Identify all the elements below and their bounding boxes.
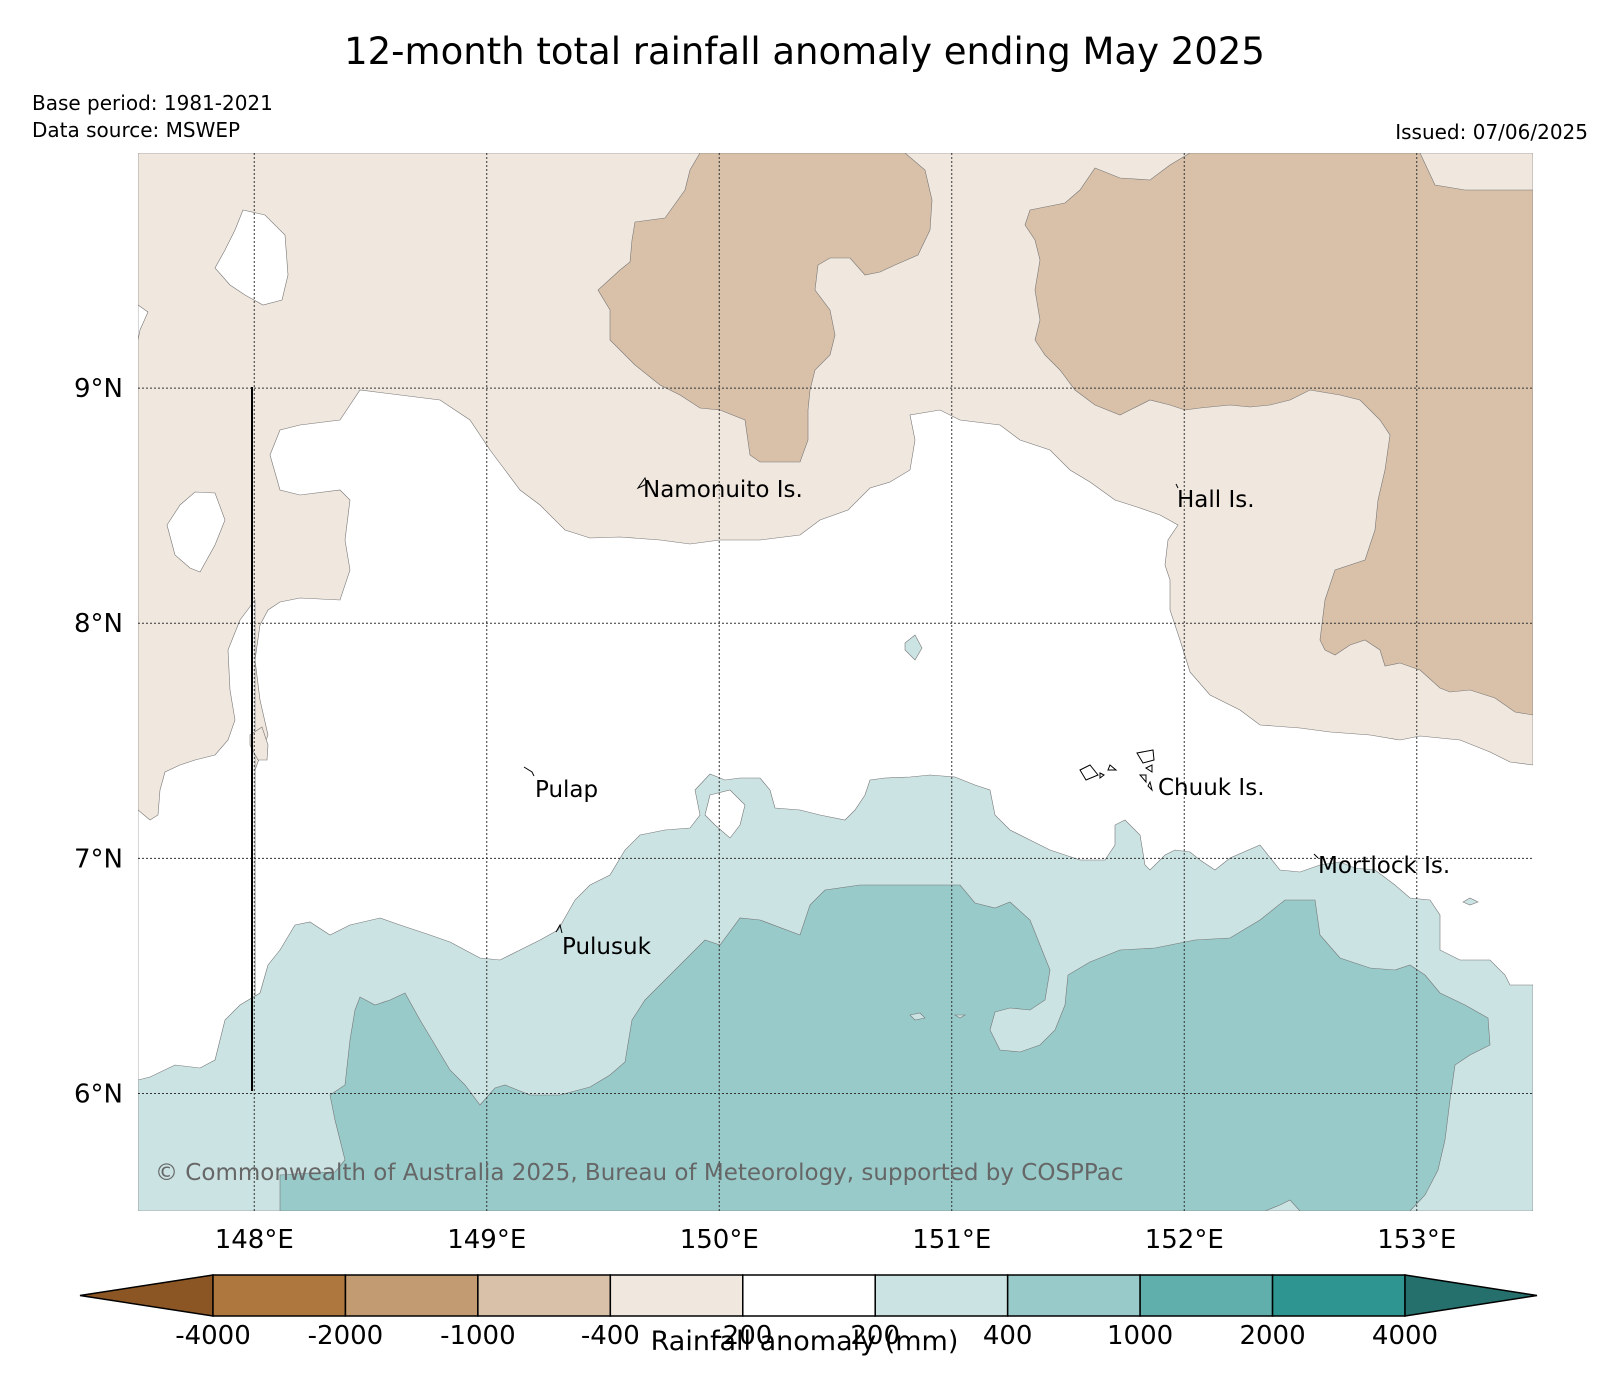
colorbar-title: Rainfall anomaly (mm): [650, 1326, 959, 1357]
grid-lines: [138, 153, 1533, 1211]
colorbar-tick-label: -2000: [308, 1321, 384, 1351]
base-period: Base period: 1981-2021: [32, 91, 273, 115]
colorbar-tick-label: 1000: [1107, 1321, 1173, 1351]
colorbar-bin: [212, 1274, 347, 1317]
hall-outline: [1175, 483, 1179, 489]
colorbar-tick-label: 2000: [1239, 1321, 1305, 1351]
colorbar-extend-low: [79, 1274, 214, 1317]
namonuito-outline: [636, 476, 648, 490]
longitude-tick-label: 148°E: [215, 1225, 294, 1255]
anomaly-region-white-notch: [704, 789, 746, 839]
latitude-tick-label: 6°N: [74, 1079, 123, 1109]
anomaly-region-medium-teal: [279, 884, 1491, 1211]
island-outlines: [523, 476, 1319, 934]
island-labels: Namonuito Is. Hall Is. Pulap Chuuk Is. M…: [535, 477, 1450, 960]
island-label-pulusuk: Pulusuk: [562, 934, 652, 960]
colorbar-bin: [742, 1274, 876, 1317]
anomaly-region-white-hole-1: [214, 209, 289, 306]
pulap-outline: [523, 766, 535, 777]
colorbar-tick-label: -4000: [175, 1321, 251, 1351]
colorbar-bin: [1006, 1274, 1141, 1317]
mortlock-outline: [1313, 853, 1319, 859]
longitude-tick-label: 152°E: [1145, 1225, 1224, 1255]
colorbar-bin: [1139, 1274, 1274, 1317]
latitude-labels: 9°N 8°N 7°N 6°N: [74, 374, 123, 1109]
anomaly-region-teal-fleck-2: [953, 1014, 967, 1019]
island-label-pulap: Pulap: [535, 777, 598, 803]
island-label-mortlock: Mortlock Is.: [1318, 853, 1450, 879]
anomaly-region-teal-fleck-3: [1462, 897, 1479, 906]
issued-date: Issued: 07/06/2025: [1395, 120, 1588, 144]
latitude-tick-label: 9°N: [74, 374, 123, 404]
colorbar-bin: [609, 1274, 744, 1317]
latitude-tick-label: 7°N: [74, 844, 123, 874]
colorbar-bin: [874, 1274, 1009, 1317]
colorbar-tick-label: -200: [713, 1321, 772, 1351]
island-label-hall: Hall Is.: [1177, 487, 1255, 513]
pulusuk-outline: [555, 923, 563, 934]
colorbar-tick-label: -400: [581, 1321, 640, 1351]
anomaly-region-tan-island: [249, 726, 269, 761]
page-title: 12-month total rainfall anomaly ending M…: [344, 30, 1265, 73]
colorbar-tick-label: 400: [983, 1321, 1033, 1351]
colorbar-tick-label: 4000: [1372, 1321, 1438, 1351]
chuuk-outline: [1079, 749, 1155, 792]
anomaly-region-white-left-edge: [138, 304, 149, 341]
longitude-labels: 148°E 149°E 150°E 151°E 152°E 153°E: [215, 1225, 1457, 1255]
copyright-text: © Commonwealth of Australia 2025, Bureau…: [155, 1160, 1124, 1186]
anomaly-region-white-hole-2: [166, 491, 226, 573]
longitude-tick-label: 153°E: [1377, 1225, 1456, 1255]
latitude-tick-label: 8°N: [74, 609, 123, 639]
colorbar-bin: [477, 1274, 612, 1317]
colorbar: [79, 1274, 1538, 1317]
colorbar-bin: [1271, 1274, 1406, 1317]
island-label-chuuk: Chuuk Is.: [1158, 775, 1265, 801]
colorbar-bin: [344, 1274, 479, 1317]
colorbar-extend-high: [1404, 1274, 1538, 1317]
anomaly-region-teal-blob: [904, 634, 923, 661]
longitude-tick-label: 149°E: [447, 1225, 526, 1255]
colorbar-tick-label: 200: [850, 1321, 900, 1351]
island-label-namonuito: Namonuito Is.: [643, 477, 803, 503]
anomaly-region-tan-center: [597, 153, 933, 463]
longitude-tick-label: 151°E: [912, 1225, 991, 1255]
anomaly-region-teal-fleck-1: [909, 1012, 926, 1021]
longitude-tick-label: 150°E: [680, 1225, 759, 1255]
colorbar-tick-label: -1000: [440, 1321, 516, 1351]
data-source: Data source: MSWEP: [32, 118, 241, 142]
map-area: [138, 153, 1533, 1211]
anomaly-region-tan-right: [1024, 153, 1533, 716]
colorbar-tick-labels: -4000 -2000 -1000 -400 -200 200 400 1000 2000 400…: [175, 1321, 1438, 1351]
